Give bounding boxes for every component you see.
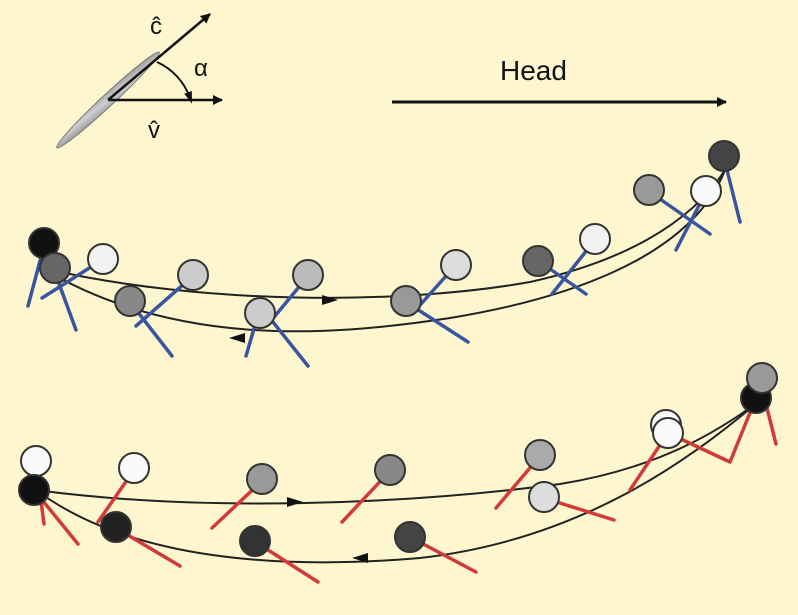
head-direction-label: Head [500, 55, 567, 86]
blue-path-arrow-return [229, 333, 245, 343]
c-vector-label: ĉ [150, 13, 162, 40]
orientation-inset: ĉ v̂ α [56, 13, 223, 149]
angle-arc [156, 61, 192, 104]
blue-path-arrow-forward [322, 295, 338, 305]
blue-path-lower [41, 169, 726, 333]
blue-stroke-cycle [26, 140, 742, 368]
red-path-upper [35, 401, 759, 505]
red-path-arrow-return [352, 553, 368, 563]
v-vector-label: v̂ [148, 117, 160, 144]
angle-alpha-label: α [194, 55, 208, 82]
head-direction: Head [392, 55, 727, 107]
c-vector-arrow [107, 13, 211, 101]
red-stroke-cycle [18, 362, 778, 584]
blue-path-upper [41, 169, 726, 299]
red-cells [18, 362, 778, 557]
red-path-arrow-forward [287, 497, 303, 507]
blue-cells [28, 140, 740, 329]
